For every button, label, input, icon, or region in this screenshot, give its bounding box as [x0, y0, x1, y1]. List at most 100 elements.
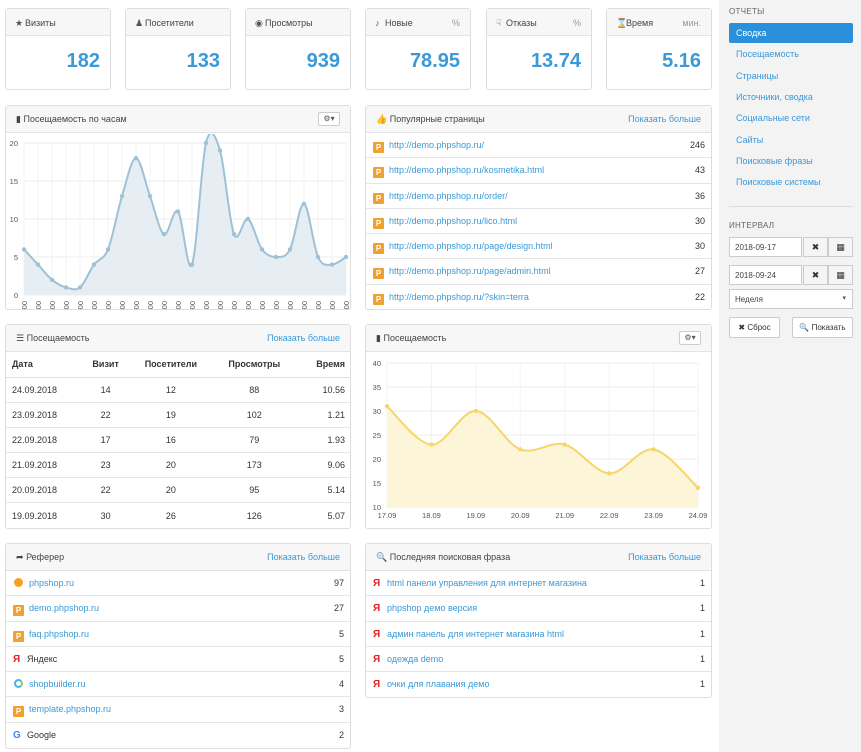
referer-label[interactable]: demo.phpshop.ru — [29, 603, 100, 614]
data-point[interactable] — [217, 148, 223, 153]
date-to-input[interactable]: 2018-09-24 — [729, 265, 802, 285]
data-point[interactable] — [259, 247, 265, 252]
sidebar-nav-item[interactable]: Посещаемость — [736, 49, 799, 60]
shopbuilder-icon — [14, 679, 23, 689]
data-point[interactable] — [287, 247, 293, 252]
show-more-link[interactable]: Показать больше — [267, 333, 340, 343]
search-icon: 🔍 — [376, 552, 388, 562]
page-link[interactable]: http://demo.phpshop.ru/lico.html — [389, 215, 518, 226]
page-link[interactable]: http://demo.phpshop.ru/kosmetika.html — [389, 165, 545, 176]
sidebar-nav-item[interactable]: Поисковые системы — [736, 177, 821, 188]
gear-icon[interactable]: ⚙▾ — [318, 112, 340, 126]
sidebar-nav-item[interactable]: Источники, сводка — [736, 91, 813, 102]
show-button[interactable]: 🔍 Показать — [792, 317, 853, 338]
reset-button[interactable]: ✖ Сброс — [729, 317, 780, 338]
data-point[interactable] — [384, 404, 390, 409]
page-count: 246 — [689, 140, 705, 150]
stat-label: Визиты — [25, 18, 56, 28]
data-point[interactable] — [133, 156, 139, 161]
stat-card: ♪ Новые% 78.95 — [365, 8, 471, 90]
stat-card: ◉ Просмотры 939 — [245, 8, 351, 90]
search-phrase-link[interactable]: админ панель для интернет магазина html — [387, 628, 564, 639]
clear-icon[interactable]: ✖ — [803, 237, 828, 257]
period-value: Неделя — [735, 295, 763, 304]
sidebar-nav-item[interactable]: Поисковые фразы — [736, 155, 813, 166]
referer-label: Google — [27, 729, 57, 740]
data-point[interactable] — [315, 254, 321, 260]
clear-icon[interactable]: ✖ — [803, 265, 828, 285]
page-link[interactable]: http://demo.phpshop.ru/page/design.html — [389, 241, 553, 252]
list-item: G Google 2 — [6, 723, 350, 748]
data-point[interactable] — [343, 254, 349, 260]
data-point[interactable] — [329, 262, 335, 267]
daily-chart: 10 15 20 25 30 35 40 17.09 18.09 19.09 20.09 21.09 2… — [373, 359, 708, 520]
data-point[interactable] — [273, 254, 279, 260]
page-link[interactable]: http://demo.phpshop.ru/?skin=terra — [389, 291, 529, 302]
page-link[interactable]: http://demo.phpshop.ru/page/admin.html — [389, 266, 551, 277]
data-point[interactable] — [63, 285, 69, 290]
data-point[interactable] — [695, 485, 701, 490]
search-phrase-link[interactable]: очки для плавания демо — [387, 679, 490, 690]
data-point[interactable] — [91, 262, 97, 267]
show-more-link[interactable]: Показать больше — [267, 552, 340, 562]
referer-label[interactable]: phpshop.ru — [29, 578, 75, 588]
data-point[interactable] — [21, 247, 27, 252]
sidebar-nav-item[interactable]: Сайты — [736, 134, 764, 145]
data-point[interactable] — [301, 201, 307, 206]
data-point[interactable] — [77, 285, 83, 290]
search-phrase-link[interactable]: phpshop демо версия — [387, 603, 478, 614]
data-point[interactable] — [429, 442, 434, 447]
data-point[interactable] — [35, 262, 41, 267]
data-point[interactable] — [518, 447, 523, 452]
data-point[interactable] — [175, 209, 181, 214]
y-tick-label: 25 — [373, 431, 381, 440]
x-tick-label: 17:00 — [258, 301, 267, 310]
yandex-icon: Я — [373, 578, 381, 589]
referer-count: 5 — [338, 653, 344, 664]
stat-value: 5.16 — [662, 50, 701, 72]
period-select[interactable]: Неделя ▾ — [729, 289, 853, 309]
data-point[interactable] — [606, 471, 612, 476]
data-point[interactable] — [473, 408, 479, 414]
referer-label[interactable]: shopbuilder.ru — [29, 679, 86, 690]
data-point[interactable] — [203, 140, 209, 146]
table-cell: 1.93 — [292, 427, 350, 454]
data-point[interactable] — [49, 277, 55, 282]
search-phrase-link[interactable]: html панели управления для интернет мага… — [387, 578, 587, 588]
search-phrase-link[interactable]: одежда demo — [387, 653, 444, 664]
data-point[interactable] — [231, 232, 237, 237]
calendar-icon[interactable]: ▦ — [828, 265, 853, 285]
data-point[interactable] — [119, 194, 125, 199]
show-more-link[interactable]: Показать больше — [628, 114, 701, 124]
referer-label[interactable]: template.phpshop.ru — [29, 704, 112, 715]
page-link[interactable]: http://demo.phpshop.ru/ — [389, 140, 485, 150]
data-point[interactable] — [147, 194, 153, 199]
page-link[interactable]: http://demo.phpshop.ru/order/ — [389, 190, 508, 201]
sidebar-nav-item[interactable]: Страницы — [736, 70, 779, 81]
stat-icon: ⌛ — [616, 18, 628, 28]
data-point[interactable] — [562, 442, 567, 447]
page-count: 30 — [694, 241, 705, 252]
x-tick-label: 04:00 — [76, 301, 85, 310]
date-from-input[interactable]: 2018-09-17 — [729, 237, 802, 257]
data-point[interactable] — [651, 447, 656, 452]
data-point[interactable] — [189, 262, 195, 267]
gear-icon[interactable]: ⚙▾ — [679, 331, 701, 345]
yandex-icon: Я — [373, 603, 381, 615]
phpshop-icon: P — [373, 142, 384, 153]
data-point[interactable] — [245, 216, 251, 222]
stat-card: ♟ Посетители 133 — [125, 8, 231, 90]
page-count: 22 — [694, 291, 705, 302]
data-point[interactable] — [105, 247, 111, 252]
referer-label[interactable]: faq.phpshop.ru — [29, 628, 90, 639]
data-point[interactable] — [161, 232, 167, 237]
sidebar-nav-item[interactable]: Сводка — [729, 23, 853, 43]
calendar-icon[interactable]: ▦ — [828, 237, 853, 257]
show-more-link[interactable]: Показать больше — [628, 552, 701, 562]
sidebar-nav-item[interactable]: Социальные сети — [736, 113, 810, 124]
bar-chart-icon: ▮ — [376, 333, 381, 343]
stat-card: ⌛Время мин. 5.16 — [606, 8, 712, 90]
